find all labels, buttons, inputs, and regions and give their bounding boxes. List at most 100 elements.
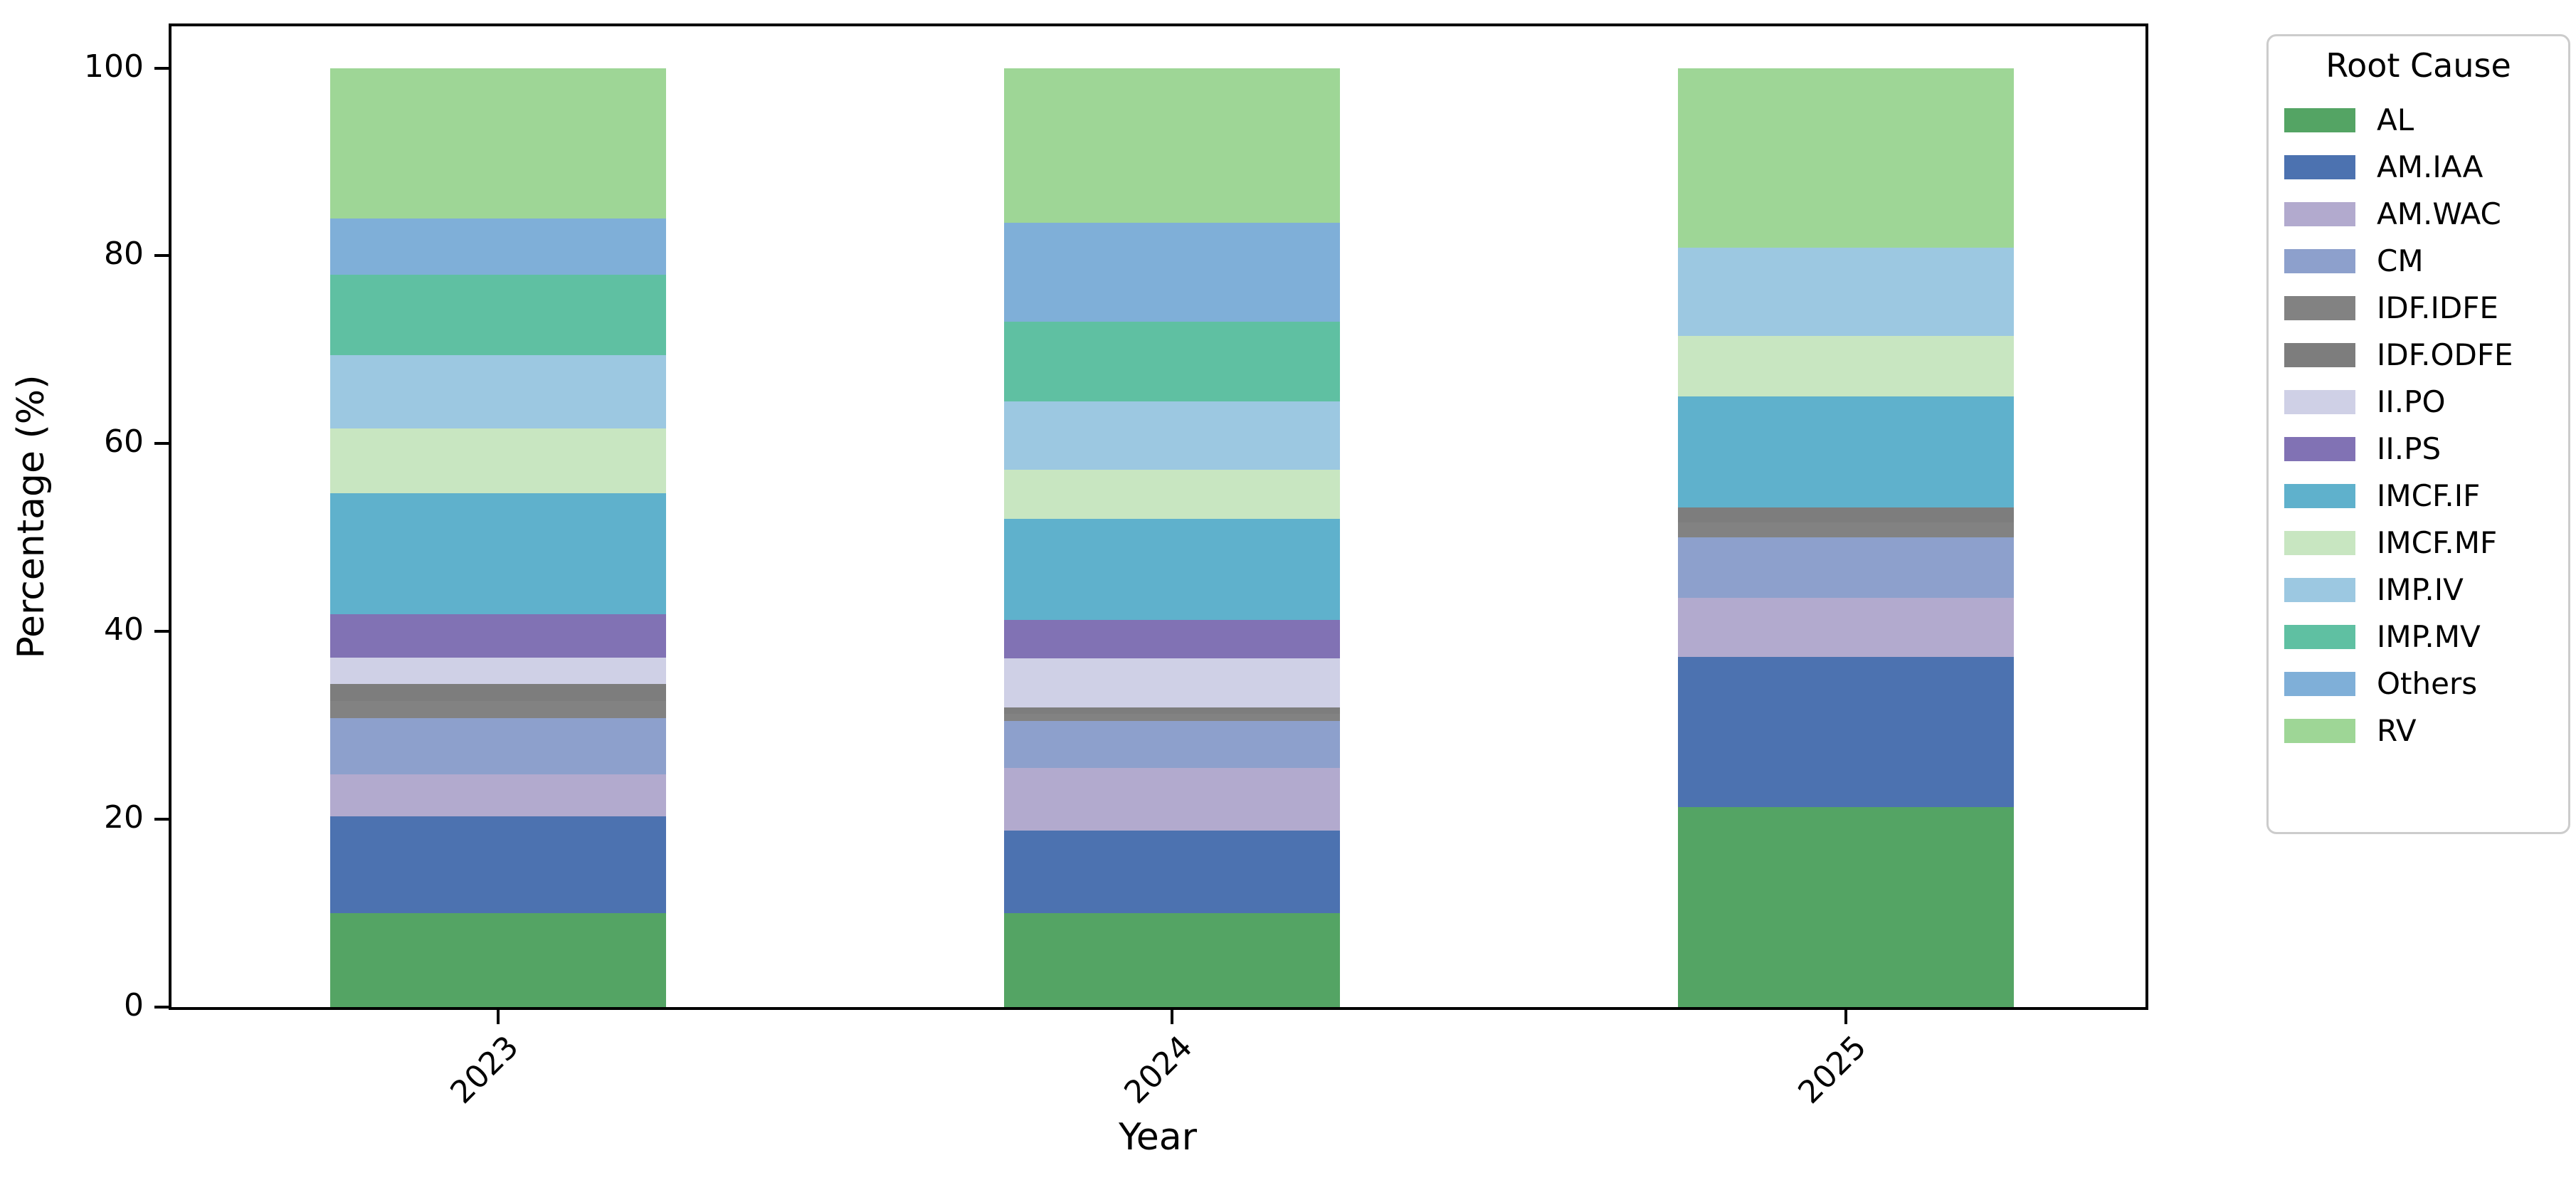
x-tick-mark	[1171, 1010, 1173, 1024]
legend-label: IMP.MV	[2377, 619, 2481, 654]
legend-swatch-icon	[2284, 296, 2355, 320]
y-tick-mark	[154, 442, 169, 446]
legend-item: IMCF.IF	[2269, 473, 2568, 520]
legend-item: IMP.MV	[2269, 614, 2568, 661]
y-tick-label: 100	[84, 48, 144, 85]
bar-segment-others	[1004, 223, 1340, 322]
bar-segment-al	[330, 913, 666, 1007]
bar-segment-imp-mv	[330, 274, 666, 356]
y-tick-mark	[154, 66, 169, 70]
bar-segment-ii-ps	[330, 614, 666, 658]
legend-label: IMCF.MF	[2377, 525, 2498, 560]
bar-segment-al	[1678, 806, 2014, 1007]
legend-label: IDF.ODFE	[2377, 337, 2513, 372]
left-spine	[169, 23, 171, 1010]
bar-segment-imcf-mf	[1004, 470, 1340, 519]
y-tick-label: 80	[104, 236, 144, 273]
legend-label: CM	[2377, 243, 2424, 278]
legend-swatch-icon	[2284, 155, 2355, 179]
bar-segment-imp-mv	[1004, 321, 1340, 401]
legend-item: IDF.IDFE	[2269, 285, 2568, 332]
x-tick-label: 2024	[1117, 1028, 1200, 1111]
bar-segment-cm	[1678, 537, 2014, 598]
bar-segment-imcf-mf	[1678, 335, 2014, 397]
legend-label: IMCF.IF	[2377, 478, 2481, 513]
bar-segment-am-iaa	[1004, 830, 1340, 914]
legend-swatch-icon	[2284, 249, 2355, 273]
legend-item: II.PO	[2269, 379, 2568, 426]
y-tick-mark	[154, 254, 169, 258]
y-tick-label: 0	[124, 987, 144, 1023]
x-tick-label: 2025	[1791, 1028, 1874, 1111]
bar-segment-idf-idfe	[330, 700, 666, 718]
y-tick-label: 60	[104, 423, 144, 460]
legend-label: IMP.IV	[2377, 572, 2464, 607]
bar-segment-others	[330, 218, 666, 275]
legend-label: II.PS	[2377, 431, 2442, 466]
legend-item: AM.WAC	[2269, 191, 2568, 238]
legend-item: CM	[2269, 238, 2568, 285]
y-tick-mark	[154, 818, 169, 821]
bar-segment-ii-ps	[1004, 620, 1340, 659]
bar-segment-ii-po	[330, 658, 666, 685]
bar-segment-imcf-if	[1004, 518, 1340, 621]
top-spine	[169, 23, 2148, 26]
bottom-spine	[169, 1007, 2148, 1010]
legend-label: IDF.IDFE	[2377, 290, 2498, 325]
y-tick-label: 40	[104, 611, 144, 648]
bar-segment-rv	[1004, 68, 1340, 223]
legend-swatch-icon	[2284, 343, 2355, 367]
bar-segment-al	[1004, 913, 1340, 1007]
legend-item: II.PS	[2269, 426, 2568, 473]
legend-label: AM.WAC	[2377, 196, 2501, 231]
legend-item: IMP.IV	[2269, 567, 2568, 614]
y-tick-mark	[154, 630, 169, 633]
legend-label: AM.IAA	[2377, 149, 2483, 184]
bar-segment-imp-iv	[1678, 247, 2014, 336]
y-tick-label: 20	[104, 799, 144, 836]
legend-item: IDF.ODFE	[2269, 332, 2568, 379]
x-axis-label: Year	[1118, 1116, 1198, 1159]
legend-swatch-icon	[2284, 719, 2355, 743]
bar-segment-am-wac	[1678, 597, 2014, 657]
legend-title: Root Cause	[2326, 46, 2511, 85]
bar-segment-idf-odfe	[1004, 707, 1340, 715]
bar-segment-rv	[1678, 68, 2014, 248]
bar-segment-idf-idfe	[1678, 522, 2014, 538]
legend-swatch-icon	[2284, 484, 2355, 508]
legend-swatch-icon	[2284, 672, 2355, 696]
bar-segment-idf-idfe	[1004, 714, 1340, 721]
bar-segment-imp-iv	[1004, 401, 1340, 470]
legend-item: RV	[2269, 708, 2568, 755]
bar-segment-idf-odfe	[1678, 507, 2014, 523]
legend-swatch-icon	[2284, 108, 2355, 132]
bar-segment-imcf-if	[330, 493, 666, 615]
bar-segment-imp-iv	[330, 355, 666, 429]
y-tick-mark	[154, 1006, 169, 1009]
legend-swatch-icon	[2284, 625, 2355, 649]
x-tick-label: 2023	[443, 1028, 526, 1111]
bar-segment-am-iaa	[330, 816, 666, 914]
right-spine	[2145, 23, 2148, 1010]
legend-item: Others	[2269, 661, 2568, 708]
legend-swatch-icon	[2284, 202, 2355, 226]
bar-segment-am-iaa	[1678, 656, 2014, 807]
legend-swatch-icon	[2284, 390, 2355, 414]
legend-label: II.PO	[2377, 384, 2446, 419]
bar-segment-cm	[1004, 720, 1340, 768]
legend-swatch-icon	[2284, 531, 2355, 555]
bar-segment-imcf-mf	[330, 428, 666, 494]
x-tick-mark	[497, 1010, 500, 1024]
bar-segment-cm	[330, 717, 666, 774]
bar-segment-ii-po	[1004, 658, 1340, 708]
y-axis-label: Percentage (%)	[10, 374, 53, 659]
legend-label: AL	[2377, 102, 2414, 137]
bar-segment-idf-odfe	[330, 684, 666, 701]
bar-segment-rv	[330, 68, 666, 218]
bar-segment-am-wac	[330, 774, 666, 817]
legend-label: Others	[2377, 666, 2478, 701]
legend-item: IMCF.MF	[2269, 520, 2568, 567]
legend-swatch-icon	[2284, 437, 2355, 461]
x-tick-mark	[1844, 1010, 1847, 1024]
